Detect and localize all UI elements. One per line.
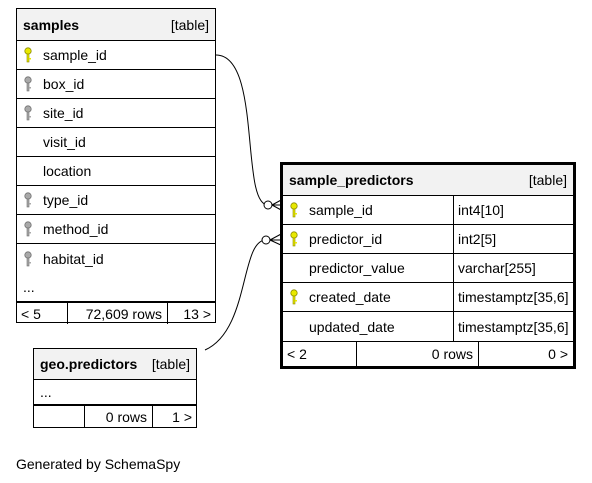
table-samples[interactable]: samples [table] sample_id box_id site_id vi…: [16, 8, 216, 323]
column-row[interactable]: box_id: [17, 70, 215, 99]
column-name: type_id: [43, 186, 88, 214]
column-name: predictor_id: [309, 225, 382, 253]
relationship-optional-marker: [264, 201, 272, 209]
children-count[interactable]: 1 >: [152, 406, 196, 427]
foreign-key-icon: [23, 76, 33, 92]
column-name: created_date: [309, 283, 391, 311]
column-row[interactable]: predictor_id int2[5]: [283, 225, 573, 254]
column-row[interactable]: site_id: [17, 99, 215, 128]
ellipsis: ...: [40, 380, 52, 404]
primary-key-icon: [289, 289, 299, 305]
relationship-samples-to-sample-predictors: [216, 55, 268, 205]
column-name: visit_id: [43, 128, 86, 156]
column-name: site_id: [43, 99, 83, 127]
table-header: samples [table]: [17, 9, 215, 41]
table-kind: [table]: [529, 172, 567, 188]
table-geo-predictors[interactable]: geo.predictors [table] ... 0 rows 1 >: [33, 348, 197, 428]
column-row[interactable]: habitat_id: [17, 244, 215, 273]
foreign-key-icon: [23, 192, 33, 208]
column-name: sample_id: [309, 196, 373, 224]
generated-by-credit: Generated by SchemaSpy: [16, 456, 180, 472]
table-name: sample_predictors: [289, 172, 414, 188]
ellipsis: ...: [23, 273, 35, 301]
column-row[interactable]: updated_date timestamptz[35,6]: [283, 312, 573, 341]
column-name: location: [43, 157, 91, 185]
foreign-key-icon: [23, 105, 33, 121]
column-row[interactable]: predictor_value varchar[255]: [283, 254, 573, 283]
column-row[interactable]: created_date timestamptz[35,6]: [283, 283, 573, 312]
column-row[interactable]: sample_id: [17, 41, 215, 70]
table-footer: 0 rows 1 >: [34, 405, 196, 427]
column-name: habitat_id: [43, 244, 104, 273]
primary-key-icon: [289, 202, 299, 218]
column-name: method_id: [43, 215, 108, 243]
foreign-key-icon: [23, 251, 33, 267]
row-count: 72,609 rows: [67, 303, 167, 324]
parents-count[interactable]: < 2: [283, 342, 356, 366]
table-header: geo.predictors [table]: [34, 349, 196, 380]
primary-key-icon: [289, 231, 299, 247]
ellipsis-row: ...: [17, 273, 215, 302]
column-type: timestamptz[35,6]: [453, 312, 573, 341]
relationship-optional-marker: [262, 236, 270, 244]
table-footer: < 5 72,609 rows 13 >: [17, 302, 215, 324]
foreign-key-icon: [23, 221, 33, 237]
table-kind: [table]: [171, 17, 209, 33]
children-count[interactable]: 0 >: [478, 342, 573, 366]
column-type: varchar[255]: [453, 254, 573, 282]
column-name: updated_date: [309, 312, 395, 341]
column-type: int4[10]: [453, 196, 573, 224]
children-count[interactable]: 13 >: [167, 303, 215, 324]
column-row[interactable]: method_id: [17, 215, 215, 244]
column-name: box_id: [43, 70, 84, 98]
parents-count[interactable]: [34, 406, 84, 427]
table-sample-predictors[interactable]: sample_predictors [table] sample_id int4[…: [280, 162, 576, 369]
column-row[interactable]: type_id: [17, 186, 215, 215]
table-name: geo.predictors: [40, 356, 137, 372]
table-header: sample_predictors [table]: [283, 165, 573, 196]
column-type: timestamptz[35,6]: [453, 283, 573, 311]
primary-key-icon: [23, 47, 33, 63]
column-type: int2[5]: [453, 225, 573, 253]
row-count: 0 rows: [356, 342, 478, 366]
column-row[interactable]: location: [17, 157, 215, 186]
column-row[interactable]: sample_id int4[10]: [283, 196, 573, 225]
table-footer: < 2 0 rows 0 >: [283, 341, 573, 366]
ellipsis-row: ...: [34, 380, 196, 405]
parents-count[interactable]: < 5: [17, 303, 67, 324]
row-count: 0 rows: [84, 406, 152, 427]
table-name: samples: [23, 17, 79, 33]
column-name: predictor_value: [309, 254, 405, 282]
column-row[interactable]: visit_id: [17, 128, 215, 157]
column-name: sample_id: [43, 41, 107, 69]
table-kind: [table]: [152, 356, 190, 372]
